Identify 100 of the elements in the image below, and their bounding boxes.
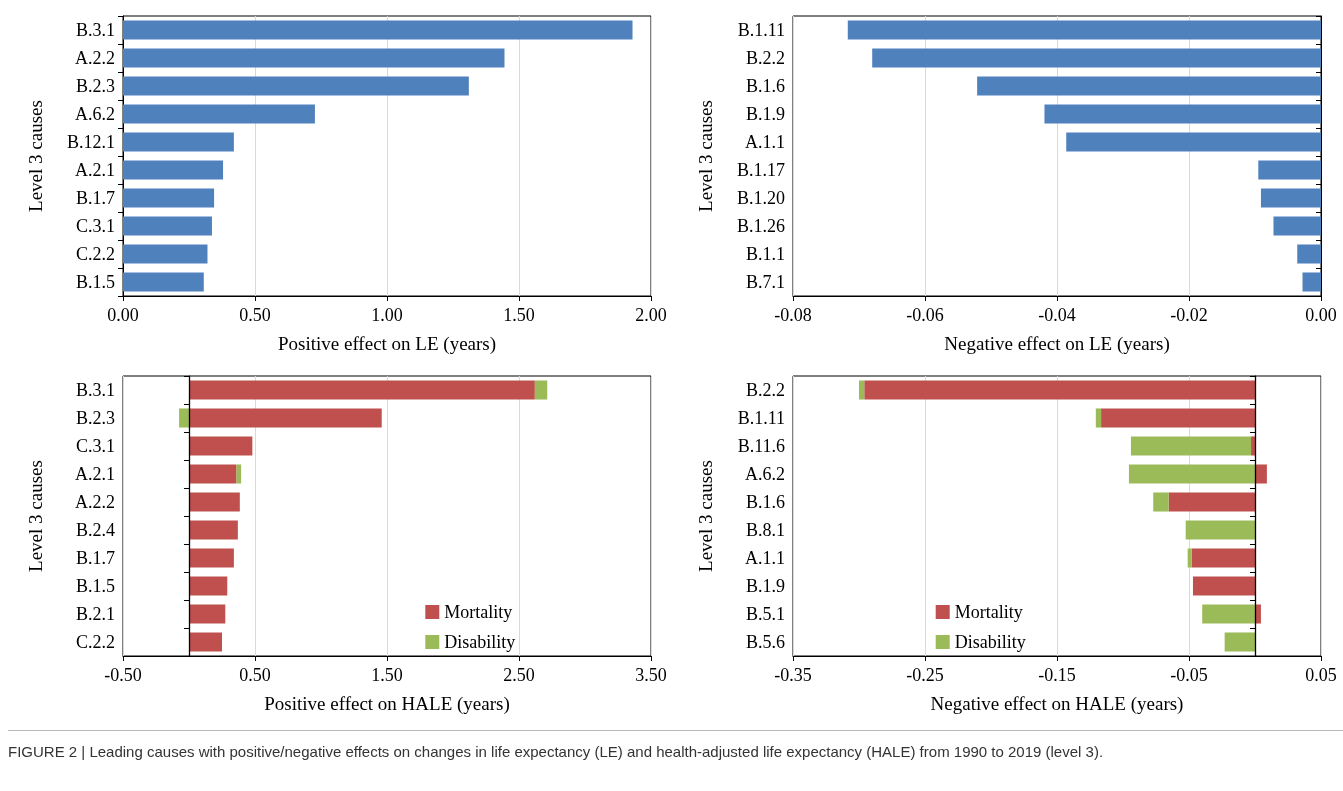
bar — [859, 380, 865, 400]
y-tick-label: B.2.3 — [75, 408, 115, 428]
y-tick-label: B.1.7 — [75, 188, 115, 208]
y-tick-label: B.1.7 — [75, 548, 115, 568]
bar — [1202, 604, 1255, 624]
y-tick-label: B.11.6 — [737, 436, 785, 456]
y-tick-label: B.1.20 — [736, 188, 785, 208]
y-tick-label: A.6.2 — [745, 464, 785, 484]
y-axis-title: Level 3 causes — [695, 100, 716, 212]
y-tick-label: A.1.1 — [745, 132, 785, 152]
x-tick-label: -0.08 — [774, 305, 812, 325]
bar — [1095, 408, 1102, 428]
x-tick-label: 0.00 — [1305, 305, 1337, 325]
x-tick-label: 2.50 — [503, 665, 535, 685]
y-tick-label: B.12.1 — [66, 132, 115, 152]
bar — [189, 576, 228, 596]
x-tick-label: 1.50 — [371, 665, 403, 685]
bar — [189, 604, 226, 624]
bar — [123, 244, 208, 264]
x-tick-label: -0.15 — [1038, 665, 1076, 685]
y-tick-label: C.2.2 — [75, 244, 115, 264]
y-tick-label: B.1.1 — [745, 244, 785, 264]
bar — [189, 520, 238, 540]
x-tick-label: 2.00 — [635, 305, 667, 325]
x-tick-label: -0.50 — [104, 665, 142, 685]
y-tick-label: A.2.1 — [75, 464, 115, 484]
bar — [1153, 492, 1169, 512]
y-tick-label: B.1.6 — [745, 76, 785, 96]
x-axis-title: Negative effect on HALE (years) — [930, 693, 1184, 715]
legend-label: Mortality — [954, 602, 1023, 622]
bar — [189, 492, 240, 512]
x-tick-label: 1.00 — [371, 305, 403, 325]
bar — [123, 132, 234, 152]
bar — [864, 380, 1255, 400]
y-tick-label: B.1.5 — [75, 576, 115, 596]
x-tick-label: 1.50 — [503, 305, 535, 325]
caption: FIGURE 2 | Leading causes with positive/negative effects on changes in life expectancy (LE) and health-adjusted life expectancy (HALE) from 1990 to 2019 (level 3). — [8, 743, 1105, 760]
y-tick-label: B.1.9 — [745, 104, 785, 124]
y-tick-label: A.2.2 — [75, 48, 115, 68]
y-tick-label: B.8.1 — [745, 520, 785, 540]
bar — [189, 632, 222, 652]
y-tick-label: B.2.1 — [75, 604, 115, 624]
x-tick-label: 0.00 — [107, 305, 139, 325]
bar — [179, 408, 189, 428]
bar — [1255, 464, 1267, 484]
bar — [1185, 520, 1255, 540]
bar — [1101, 408, 1255, 428]
bar — [123, 76, 469, 96]
x-tick-label: 0.50 — [239, 665, 271, 685]
y-tick-label: B.2.2 — [745, 380, 785, 400]
bar — [189, 408, 382, 428]
bar — [123, 188, 215, 208]
x-tick-label: -0.06 — [906, 305, 944, 325]
y-tick-label: C.3.1 — [75, 216, 115, 236]
y-tick-label: B.5.1 — [745, 604, 785, 624]
y-tick-label: C.3.1 — [75, 436, 115, 456]
bar — [189, 436, 253, 456]
bar — [123, 216, 212, 236]
x-tick-label: -0.25 — [906, 665, 944, 685]
y-tick-label: B.3.1 — [75, 380, 115, 400]
y-tick-label: B.1.17 — [736, 160, 785, 180]
x-tick-label: -0.02 — [1170, 305, 1208, 325]
bar — [1128, 464, 1255, 484]
bar — [189, 380, 535, 400]
y-tick-label: B.2.3 — [75, 76, 115, 96]
x-tick-label: 3.50 — [635, 665, 667, 685]
y-tick-label: B.5.6 — [745, 632, 785, 652]
x-tick-label: -0.05 — [1170, 665, 1208, 685]
y-tick-label: B.1.6 — [745, 492, 785, 512]
y-tick-label: A.2.2 — [75, 492, 115, 512]
x-tick-label: -0.35 — [774, 665, 812, 685]
legend-label: Disability — [954, 632, 1026, 652]
x-tick-label: 0.05 — [1305, 665, 1337, 685]
bar — [1224, 632, 1255, 652]
bar — [1187, 548, 1192, 568]
bar — [123, 272, 204, 292]
x-axis-title: Positive effect on HALE (years) — [264, 693, 510, 715]
y-tick-label: B.1.11 — [737, 408, 785, 428]
bar — [123, 48, 505, 68]
legend-label: Mortality — [444, 602, 513, 622]
y-tick-label: B.1.5 — [75, 272, 115, 292]
y-axis-title: Level 3 causes — [695, 460, 716, 572]
bar — [236, 464, 242, 484]
x-axis-title: Positive effect on LE (years) — [277, 333, 497, 355]
bar — [1130, 436, 1252, 456]
bar — [189, 464, 237, 484]
bar — [189, 548, 234, 568]
legend-label: Disability — [444, 632, 516, 652]
y-tick-label: B.1.11 — [737, 20, 785, 40]
y-tick-label: C.2.2 — [75, 632, 115, 652]
bar — [123, 104, 315, 124]
x-tick-label: 0.50 — [239, 305, 271, 325]
y-tick-label: B.7.1 — [745, 272, 785, 292]
bar — [123, 160, 224, 180]
y-tick-label: A.6.2 — [75, 104, 115, 124]
bar — [1168, 492, 1255, 512]
y-tick-label: A.1.1 — [745, 548, 785, 568]
y-tick-label: A.2.1 — [75, 160, 115, 180]
bar — [1192, 576, 1255, 596]
bar — [1251, 436, 1255, 456]
